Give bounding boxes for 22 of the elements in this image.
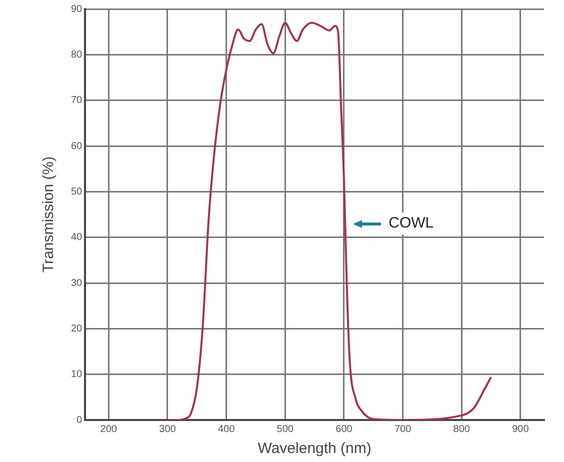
x-tick-label: 700 bbox=[394, 424, 412, 435]
y-axis-title: Transmission (%) bbox=[40, 156, 58, 273]
y-tick-label: 0 bbox=[76, 414, 83, 426]
annotation: COWL bbox=[388, 214, 434, 232]
y-tick-label: 90 bbox=[71, 4, 83, 15]
y-tick-label: 50 bbox=[71, 186, 83, 198]
x-tick-label: 600 bbox=[336, 424, 353, 435]
y-tick-label: 10 bbox=[71, 369, 83, 380]
y-tick-label: 20 bbox=[71, 323, 83, 334]
y-tick-label: 30 bbox=[71, 278, 83, 289]
x-tick-label: 800 bbox=[453, 424, 470, 435]
line-series bbox=[166, 22, 492, 420]
x-tick-label: 500 bbox=[276, 424, 294, 435]
x-tick-label: 400 bbox=[218, 424, 236, 435]
x-tick-label: 200 bbox=[100, 424, 118, 435]
y-tick-label: 80 bbox=[71, 49, 83, 60]
y-tick-label: 70 bbox=[71, 95, 83, 106]
y-tick-label: 40 bbox=[71, 232, 83, 244]
y-tick-label: 60 bbox=[71, 140, 83, 152]
x-tick-label: 300 bbox=[159, 424, 176, 435]
x-tick-label: 900 bbox=[512, 424, 530, 435]
x-axis-title: Wavelength (nm) bbox=[258, 440, 372, 458]
